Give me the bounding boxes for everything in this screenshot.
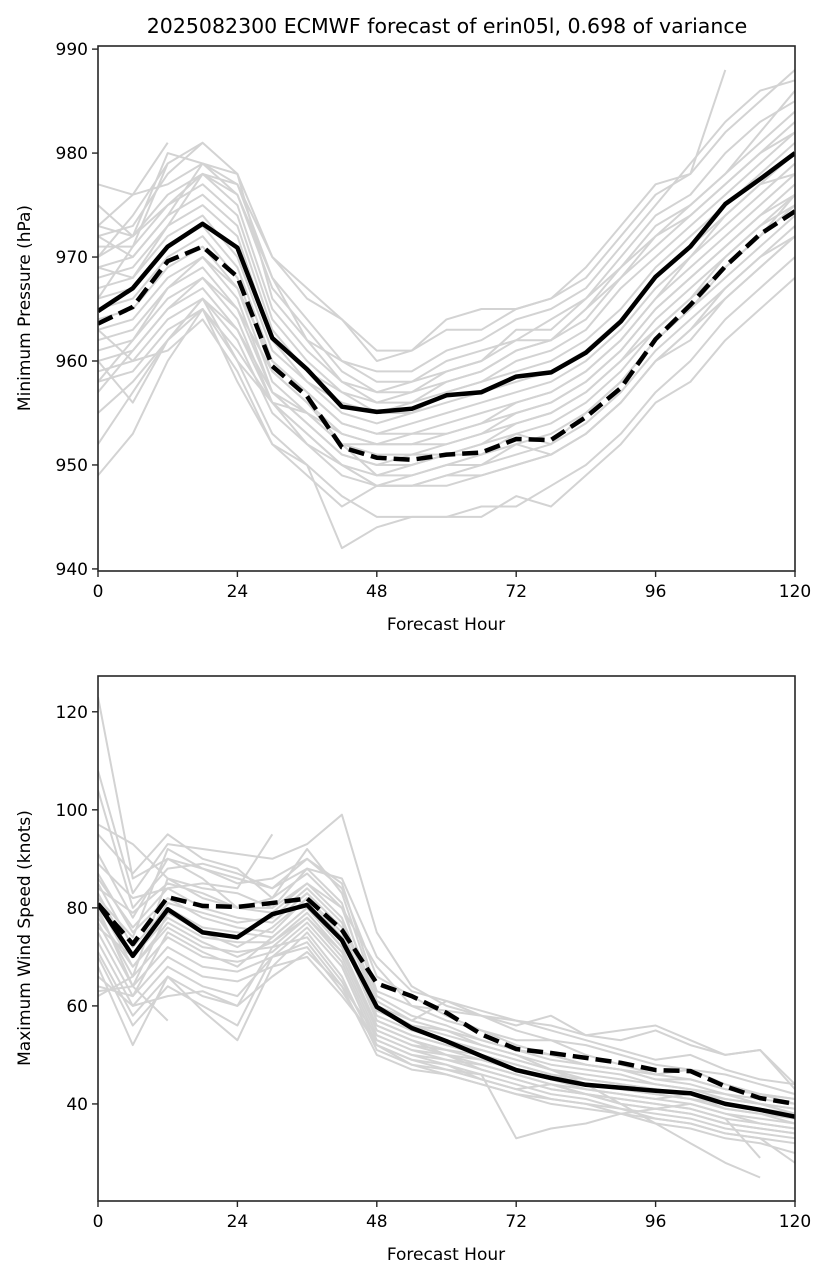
pressure-ensemble-member-23 — [98, 172, 795, 435]
pressure-ensemble-member-15 — [98, 214, 795, 477]
pressure-x-tick-label: 0 — [93, 582, 104, 602]
wind-ensemble-mean-line — [98, 894, 795, 1107]
pressure-ensemble-member-26 — [98, 235, 795, 487]
wind-ensemble-member-21 — [98, 897, 795, 1105]
wind-ensemble-member-5 — [98, 833, 795, 1105]
wind-ensemble-member-27 — [98, 887, 795, 1086]
pressure-x-tick-label: 48 — [366, 582, 388, 602]
wind-x-axis-label: Forecast Hour — [387, 1245, 505, 1265]
wind-ensemble-member-17 — [98, 946, 761, 1159]
pressure-panel: 0 24 48 72 96 120 940 950 960 970 980 990 Forecast… — [15, 40, 811, 635]
wind-x-ticks: 0 24 48 72 96 120 — [93, 1201, 811, 1232]
pressure-x-ticks: 0 24 48 72 96 120 — [93, 571, 811, 602]
pressure-y-tick-label: 980 — [56, 144, 88, 164]
pressure-ensemble-member-13 — [98, 193, 795, 456]
pressure-ensemble-member-20 — [98, 90, 795, 394]
wind-ensemble-member-26 — [98, 872, 761, 1179]
pressure-ensemble-member-3 — [98, 79, 795, 373]
pressure-y-tick-label: 990 — [56, 40, 88, 60]
wind-x-tick-label: 72 — [505, 1212, 527, 1232]
pressure-ensemble-member-11 — [98, 173, 795, 446]
wind-x-tick-label: 120 — [779, 1212, 811, 1232]
pressure-ensemble-member-10 — [98, 162, 795, 435]
pressure-y-tick-label: 950 — [56, 456, 88, 476]
pressure-reconstruction-line — [98, 151, 795, 415]
pressure-x-axis-label: Forecast Hour — [387, 615, 505, 635]
pressure-ensemble-member-16 — [98, 225, 795, 487]
pressure-ensemble-member-22 — [98, 162, 169, 258]
chart-title: 2025082300 ECMWF forecast of erin05l, 0.… — [147, 14, 747, 38]
wind-y-tick-label: 40 — [66, 1095, 88, 1115]
wind-x-tick-label: 48 — [366, 1212, 388, 1232]
wind-summary-lines — [98, 894, 795, 1119]
wind-y-ticks: 40 60 80 100 120 — [56, 703, 98, 1115]
wind-y-tick-label: 100 — [56, 801, 88, 821]
pressure-ensemble-member-28 — [98, 277, 795, 550]
pressure-ensemble-lines — [98, 69, 795, 550]
pressure-y-axis-label: Minimum Pressure (hPa) — [15, 205, 35, 411]
pressure-x-tick-label: 120 — [779, 582, 811, 602]
wind-x-tick-label: 0 — [93, 1212, 104, 1232]
wind-ensemble-member-9 — [98, 882, 795, 1125]
wind-y-tick-label: 80 — [66, 899, 88, 919]
pressure-ensemble-member-19 — [98, 131, 795, 383]
wind-ensemble-member-18 — [98, 955, 795, 1125]
wind-axes-frame — [97, 675, 796, 1202]
pressure-y-ticks: 940 950 960 970 980 990 — [56, 40, 98, 580]
pressure-axes-frame — [97, 45, 796, 572]
pressure-y-tick-label: 940 — [56, 560, 88, 580]
wind-y-tick-label: 60 — [66, 997, 88, 1017]
wind-ensemble-lines — [98, 696, 795, 1179]
pressure-summary-lines — [98, 151, 795, 463]
wind-reconstruction-line — [98, 902, 795, 1119]
pressure-ensemble-member-27 — [98, 256, 795, 518]
pressure-y-tick-label: 960 — [56, 352, 88, 372]
wind-ensemble-member-15 — [98, 941, 795, 1164]
pressure-ensemble-member-8 — [98, 141, 795, 414]
wind-y-axis-label: Maximum Wind Speed (knots) — [15, 810, 35, 1066]
wind-ensemble-member-7 — [98, 862, 795, 1115]
wind-ensemble-member-24 — [98, 833, 274, 929]
pressure-ensemble-member-30 — [98, 69, 727, 362]
wind-ensemble-member-2 — [98, 770, 795, 1100]
pressure-ensemble-mean-line — [98, 209, 795, 463]
wind-x-tick-label: 24 — [227, 1212, 249, 1232]
pressure-y-tick-label: 970 — [56, 248, 88, 268]
pressure-ensemble-member-24 — [98, 193, 795, 446]
pressure-x-tick-label: 96 — [645, 582, 667, 602]
pressure-x-tick-label: 24 — [227, 582, 249, 602]
wind-ensemble-member-4 — [98, 823, 795, 1096]
wind-ensemble-member-28 — [98, 916, 795, 1135]
pressure-ensemble-member-29 — [98, 235, 795, 508]
pressure-ensemble-member-4 — [98, 100, 795, 394]
wind-x-tick-label: 96 — [645, 1212, 667, 1232]
pressure-x-tick-label: 72 — [505, 582, 527, 602]
wind-ensemble-member-13 — [98, 922, 795, 1145]
wind-ensemble-member-16 — [98, 936, 795, 1140]
wind-ensemble-member-1 — [98, 696, 795, 1115]
wind-y-tick-label: 120 — [56, 703, 88, 723]
